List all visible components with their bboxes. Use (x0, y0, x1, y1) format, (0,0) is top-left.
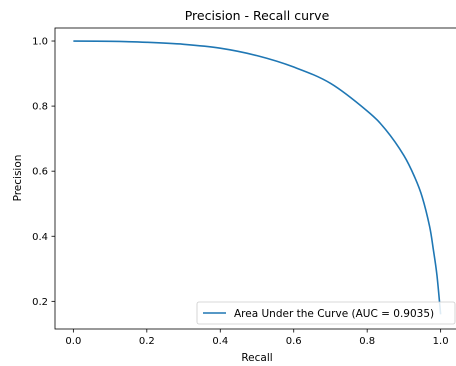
legend-box (196, 301, 456, 325)
y-tick-label: 0.8 (32, 102, 48, 113)
y-axis-ticks: 0.2 0.4 0.6 0.8 1.0 (32, 37, 55, 308)
x-tick-label: 0.8 (359, 336, 375, 347)
x-axis-ticks: 0.0 0.2 0.4 0.6 0.8 1.0 (65, 329, 449, 347)
x-tick-label: 0.0 (65, 336, 81, 347)
y-tick-label: 0.4 (32, 232, 48, 243)
y-axis-label: Precision (12, 155, 24, 202)
y-tick-label: 0.6 (32, 167, 48, 178)
chart-title: Precision - Recall curve (185, 8, 330, 23)
legend-entry: Area Under the Curve (AUC = 0.9035) (234, 308, 434, 320)
y-tick-label: 0.2 (32, 297, 48, 308)
x-tick-label: 0.4 (212, 336, 228, 347)
x-tick-label: 0.2 (139, 336, 155, 347)
legend: Area Under the Curve (AUC = 0.9035) (196, 301, 456, 325)
y-tick-label: 1.0 (32, 37, 48, 48)
plot-area-frame (54, 27, 456, 330)
x-axis-label: Recall (241, 352, 272, 364)
series-group (73, 40, 442, 315)
x-tick-label: 0.6 (286, 336, 302, 347)
x-tick-label: 1.0 (433, 336, 449, 347)
pr-curve-line (73, 40, 442, 315)
